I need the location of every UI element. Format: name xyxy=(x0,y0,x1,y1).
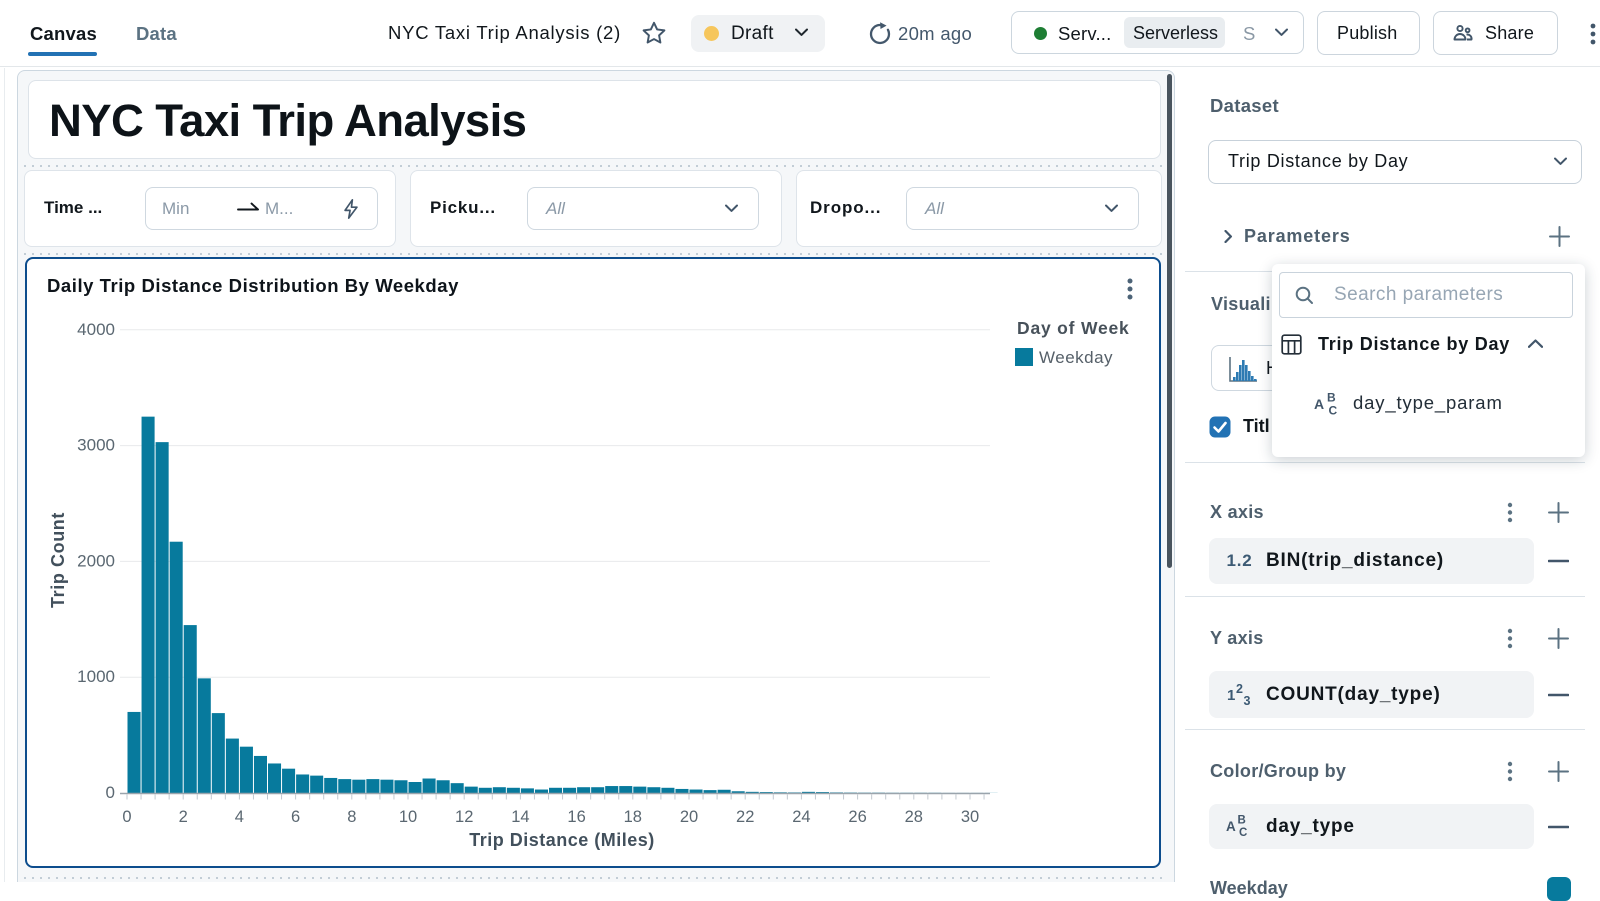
svg-text:0: 0 xyxy=(122,808,131,826)
svg-text:2000: 2000 xyxy=(77,551,115,570)
svg-text:Daily Trip Distance Distributi: Daily Trip Distance Distribution By Week… xyxy=(47,275,459,296)
svg-text:A: A xyxy=(1314,396,1324,412)
svg-text:6: 6 xyxy=(291,808,300,826)
svg-text:26: 26 xyxy=(848,808,866,826)
svg-text:1.2: 1.2 xyxy=(1227,551,1253,570)
svg-text:4: 4 xyxy=(235,808,244,826)
svg-text:24: 24 xyxy=(792,808,810,826)
svg-text:8: 8 xyxy=(347,808,356,826)
svg-text:Trip Count: Trip Count xyxy=(48,512,68,608)
svg-text:1000: 1000 xyxy=(77,667,115,686)
svg-text:20: 20 xyxy=(680,808,698,826)
svg-text:18: 18 xyxy=(624,808,642,826)
svg-text:12: 12 xyxy=(455,808,473,826)
svg-text:Trip Distance (Miles): Trip Distance (Miles) xyxy=(469,830,655,850)
svg-text:14: 14 xyxy=(511,808,529,826)
svg-text:C: C xyxy=(1239,827,1247,839)
svg-text:22: 22 xyxy=(736,808,754,826)
svg-text:A: A xyxy=(1226,819,1236,834)
svg-text:10: 10 xyxy=(399,808,417,826)
svg-text:30: 30 xyxy=(961,808,979,826)
svg-text:2: 2 xyxy=(1236,682,1243,696)
svg-text:1: 1 xyxy=(1227,687,1235,704)
svg-text:2: 2 xyxy=(179,808,188,826)
svg-text:16: 16 xyxy=(567,808,585,826)
svg-text:28: 28 xyxy=(905,808,923,826)
svg-text:3000: 3000 xyxy=(77,436,115,455)
svg-text:Day of Week: Day of Week xyxy=(1017,318,1130,338)
svg-text:4000: 4000 xyxy=(77,320,115,339)
svg-text:B: B xyxy=(1238,815,1246,827)
svg-text:3: 3 xyxy=(1244,694,1251,708)
svg-text:Weekday: Weekday xyxy=(1039,348,1113,367)
svg-text:C: C xyxy=(1329,404,1338,418)
svg-text:B: B xyxy=(1327,391,1336,405)
svg-text:0: 0 xyxy=(106,783,115,802)
